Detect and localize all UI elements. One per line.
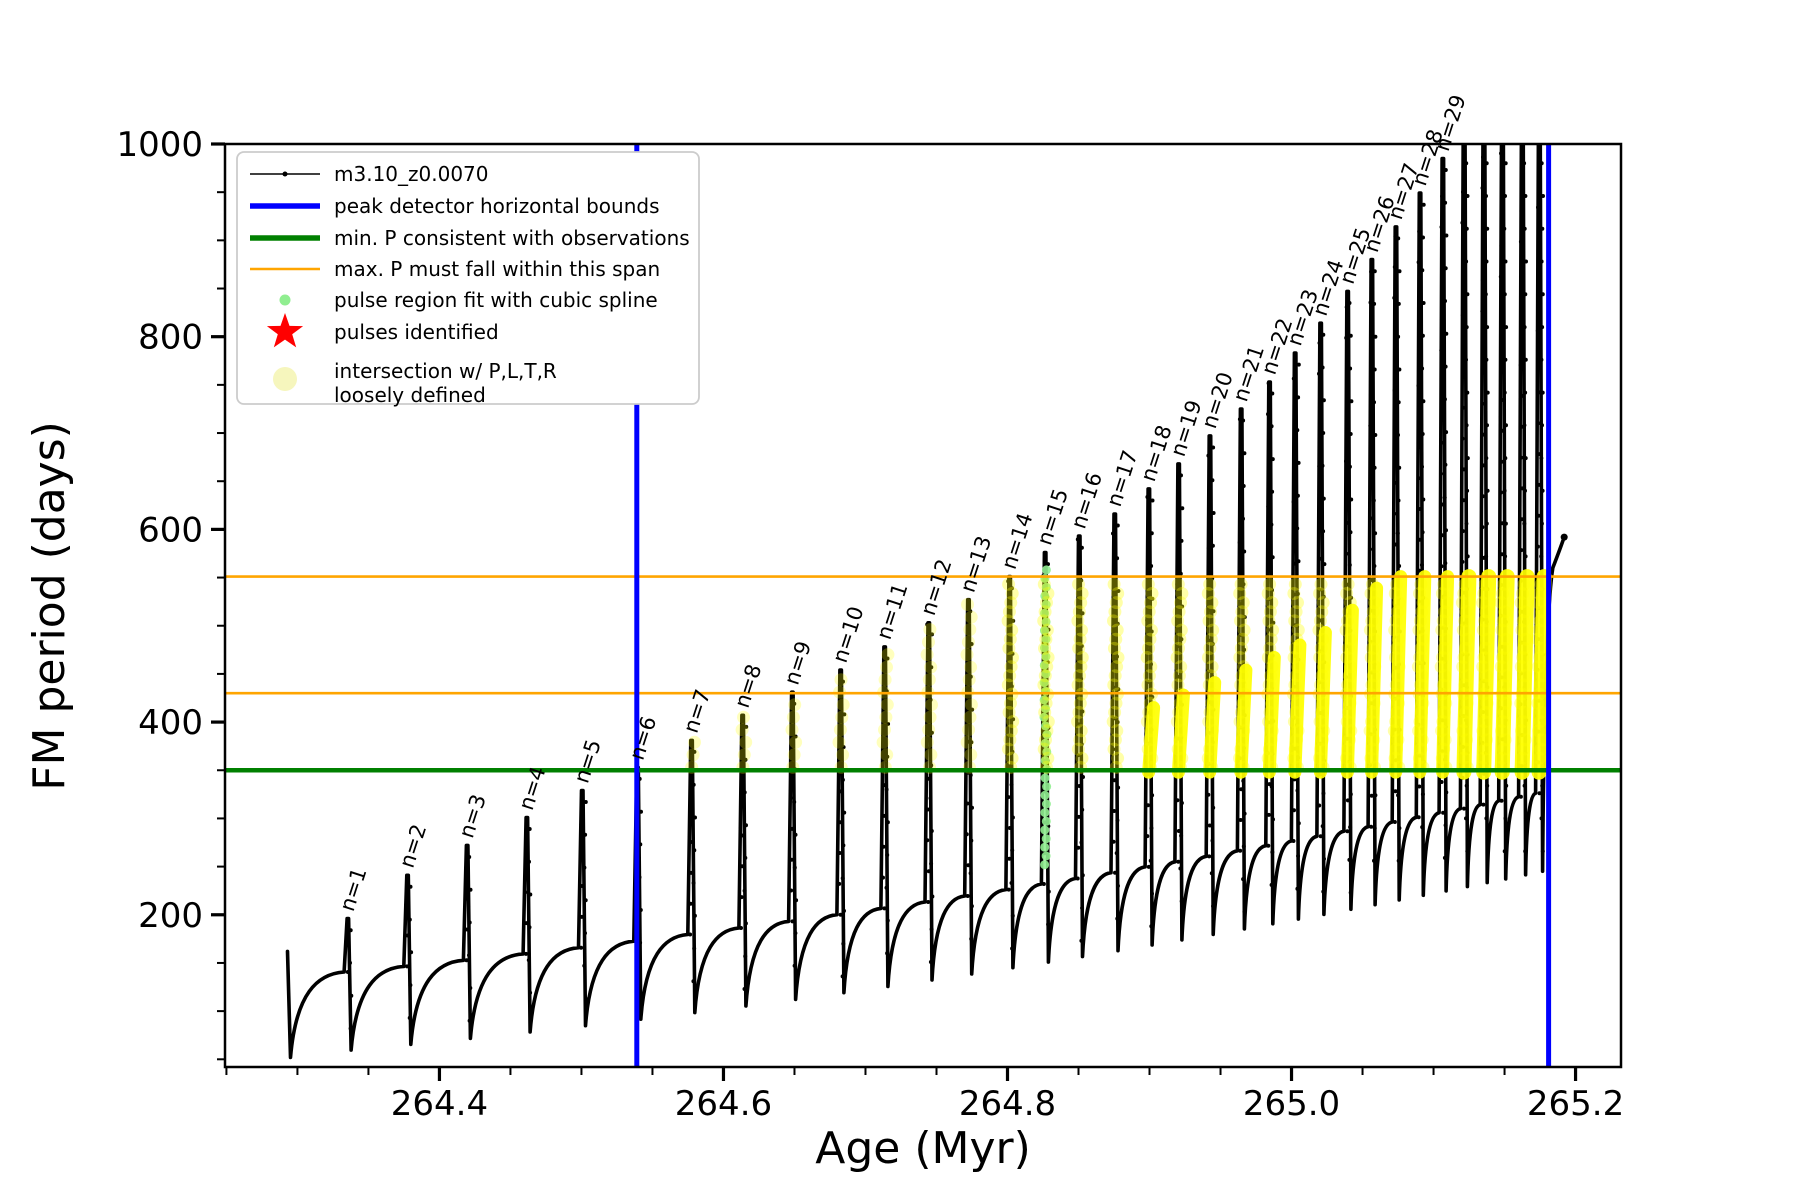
legend-big-dot-sample (273, 367, 297, 391)
legend-label: max. P must fall within this span (334, 257, 660, 281)
y-tick-label: 800 (138, 318, 203, 358)
y-axis-label: FM period (days) (24, 421, 75, 791)
track-end-point (1560, 533, 1568, 541)
legend-star-sample (266, 313, 304, 348)
plot-area (285, 144, 1568, 1060)
legend-label: min. P consistent with observations (334, 226, 690, 250)
fm-period-track (285, 144, 1566, 1060)
yellow-intersection-dots (685, 569, 1552, 780)
legend-dot-sample (279, 294, 291, 306)
legend-label: pulse region fit with cubic spline (334, 288, 658, 312)
y-tick-label: 400 (138, 703, 203, 743)
y-axis: 200 400 600 800 1000 (116, 125, 225, 1061)
legend-box (236, 151, 700, 405)
y-tick-label: 200 (138, 896, 203, 936)
x-axis: 264.4 264.6 264.8 265.0 265.2 (225, 1067, 1624, 1124)
orange-span-lines (225, 575, 1621, 695)
track-marker-dots (344, 144, 1545, 1031)
legend-label: intersection w/ P,L,T,R loosely defined (334, 359, 557, 407)
legend-label: peak detector horizontal bounds (334, 194, 660, 218)
x-tick-label: 265.0 (1243, 1084, 1340, 1124)
x-axis-label: Age (Myr) (815, 1123, 1031, 1174)
x-tick-label: 264.8 (959, 1084, 1056, 1124)
legend-label: m3.10_z0.0070 (334, 162, 489, 186)
spline-fit-dots (1039, 565, 1052, 870)
y-tick-label: 600 (138, 510, 203, 550)
plot-frame (223, 142, 1623, 1069)
axes: 264.4 264.6 264.8 265.0 265.2 200 400 600 800 100… (116, 125, 1624, 1124)
x-tick-label: 264.4 (391, 1084, 488, 1124)
legend-label: pulses identified (334, 320, 499, 344)
x-tick-label: 264.6 (675, 1084, 772, 1124)
y-tick-label: 1000 (116, 125, 203, 165)
x-tick-label: 265.2 (1527, 1084, 1624, 1124)
